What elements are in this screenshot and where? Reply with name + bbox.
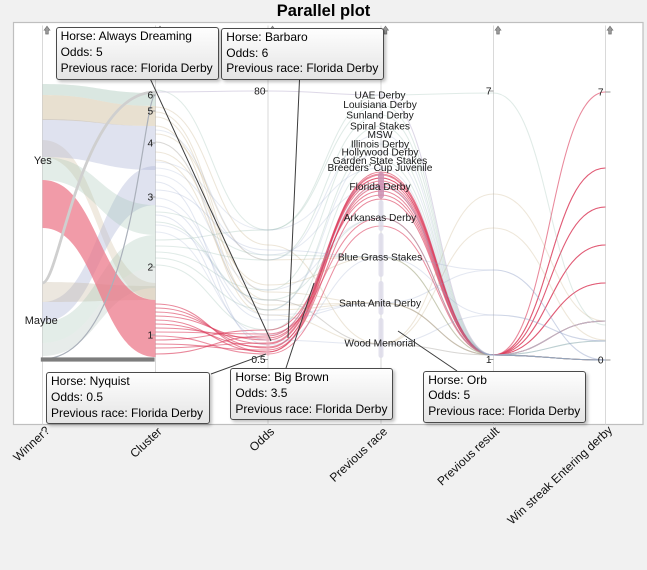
svg-text:MSW: MSW	[368, 130, 393, 141]
svg-text:Blue Grass Stakes: Blue Grass Stakes	[338, 252, 422, 263]
svg-text:7: 7	[598, 88, 604, 99]
svg-text:Maybe: Maybe	[25, 315, 58, 327]
svg-text:3: 3	[148, 193, 154, 204]
svg-text:Hollywood Derby: Hollywood Derby	[341, 148, 419, 159]
svg-text:Spiral Stakes: Spiral Stakes	[350, 122, 410, 133]
svg-text:Santa Anita Derby: Santa Anita Derby	[339, 299, 422, 310]
svg-text:7: 7	[486, 87, 492, 98]
svg-text:Wood Memorial: Wood Memorial	[344, 339, 415, 350]
svg-text:2: 2	[148, 263, 154, 274]
svg-text:UAE Derby: UAE Derby	[355, 91, 407, 102]
svg-text:Florida Derby: Florida Derby	[349, 182, 411, 193]
svg-text:0: 0	[598, 356, 604, 367]
svg-text:Illinois Derby: Illinois Derby	[351, 140, 410, 151]
svg-text:1: 1	[486, 355, 492, 366]
svg-text:5: 5	[148, 107, 154, 118]
svg-text:6: 6	[148, 91, 154, 102]
svg-text:0.5: 0.5	[251, 355, 265, 366]
svg-text:4: 4	[148, 139, 154, 150]
svg-text:Garden State Stakes: Garden State Stakes	[333, 156, 428, 167]
svg-text:80: 80	[254, 87, 266, 98]
svg-text:Yes: Yes	[34, 155, 52, 167]
svg-text:Louisiana Derby: Louisiana Derby	[343, 100, 418, 111]
svg-text:1: 1	[148, 331, 154, 342]
svg-text:Breeders’ Cup Juvenile: Breeders’ Cup Juvenile	[328, 163, 433, 174]
svg-text:Sunland Derby: Sunland Derby	[346, 111, 414, 122]
svg-text:Arkansas Derby: Arkansas Derby	[344, 213, 417, 224]
